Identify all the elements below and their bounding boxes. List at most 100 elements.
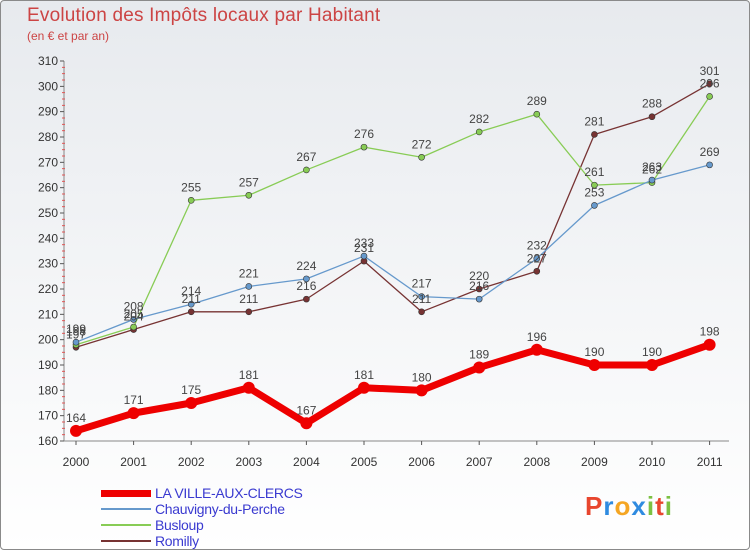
data-point — [130, 316, 137, 323]
x-tick-label: 2009 — [581, 455, 608, 469]
data-point — [303, 295, 310, 303]
data-point — [245, 191, 253, 199]
data-label: 167 — [296, 403, 316, 417]
data-point — [475, 285, 483, 293]
y-tick-label: 270 — [38, 155, 58, 169]
series-line-3 — [75, 83, 710, 348]
legend-label: Chauvigny-du-Perche — [155, 501, 285, 517]
data-label: 181 — [239, 368, 259, 382]
data-label: 190 — [642, 345, 662, 359]
data-point — [703, 338, 716, 351]
x-tick-label: 2000 — [63, 455, 90, 469]
data-point — [591, 181, 598, 189]
y-tick-label: 190 — [38, 358, 58, 372]
data-label: 288 — [642, 97, 662, 111]
data-point — [533, 267, 541, 275]
chart-subtitle: (en € et par an) — [27, 29, 110, 43]
data-label: 198 — [700, 325, 720, 339]
data-label: 257 — [239, 175, 259, 189]
data-point — [530, 343, 543, 356]
data-label: 211 — [239, 292, 258, 306]
data-point — [187, 300, 195, 308]
legend-label: Romilly — [155, 533, 199, 549]
data-label: 276 — [354, 127, 374, 141]
y-tick-label: 290 — [38, 105, 58, 119]
data-point — [646, 359, 658, 371]
data-label: 211 — [182, 292, 201, 306]
logo-letter: o — [614, 491, 632, 521]
data-point — [475, 295, 483, 303]
x-tick-label: 2001 — [120, 455, 147, 469]
legend-label: Busloup — [155, 517, 204, 533]
data-label: 224 — [296, 259, 316, 273]
data-label: 272 — [412, 137, 432, 151]
legend-swatch — [101, 489, 151, 497]
data-label: 263 — [642, 160, 662, 174]
x-tick-label: 2002 — [178, 455, 205, 469]
data-label: 196 — [527, 330, 547, 344]
series-line-0 — [74, 341, 711, 435]
y-tick-label: 180 — [38, 383, 58, 397]
data-point — [415, 384, 428, 397]
data-label: 189 — [469, 348, 489, 362]
y-tick-label: 230 — [38, 257, 58, 271]
data-point — [358, 381, 370, 394]
data-label: 296 — [700, 76, 720, 90]
x-tick-label: 2005 — [351, 455, 378, 469]
data-point — [360, 252, 368, 260]
logo-letter: i — [646, 491, 656, 521]
x-tick-label: 2008 — [523, 455, 550, 469]
data-point — [706, 80, 713, 88]
data-label: 211 — [412, 292, 431, 306]
data-label: 227 — [527, 251, 547, 265]
data-point — [533, 255, 541, 262]
data-label: 164 — [66, 411, 86, 425]
data-label: 233 — [354, 236, 374, 250]
y-tick-label: 200 — [38, 333, 58, 347]
data-point — [360, 143, 368, 151]
data-label: 262 — [642, 163, 662, 177]
data-point — [130, 323, 137, 331]
data-point — [245, 308, 253, 316]
proxiti-logo: Proxiti — [585, 491, 673, 522]
data-label: 175 — [181, 383, 201, 397]
data-label: 269 — [700, 145, 720, 159]
x-tick-label: 2007 — [466, 455, 493, 469]
data-point — [418, 293, 425, 300]
x-tick-label: 2011 — [697, 455, 723, 469]
logo-letter: r — [603, 491, 615, 521]
logo-letter: x — [631, 491, 647, 521]
y-tick-label: 310 — [38, 54, 58, 68]
y-tick-label: 170 — [38, 409, 58, 423]
y-tick-label: 160 — [38, 434, 58, 448]
data-label: 301 — [700, 64, 720, 78]
logo-letter: i — [664, 491, 673, 521]
chart-title: Evolution des Impôts locaux par Habitant — [27, 5, 381, 26]
data-label: 190 — [584, 345, 604, 359]
data-label: 199 — [66, 322, 86, 336]
y-tick-label: 220 — [38, 282, 58, 296]
data-label: 216 — [296, 279, 316, 293]
data-label: 181 — [354, 368, 374, 382]
x-tick-label: 2004 — [293, 455, 320, 469]
x-tick-label: 2003 — [235, 455, 262, 469]
data-label: 208 — [124, 299, 144, 313]
x-tick-label: 2010 — [639, 455, 666, 469]
legend-swatch — [101, 524, 151, 526]
data-point — [706, 93, 713, 100]
series-line-2 — [75, 96, 711, 346]
data-point — [127, 407, 140, 420]
data-point — [473, 361, 486, 374]
data-point — [303, 275, 310, 283]
data-label: 204 — [124, 310, 144, 324]
data-point — [187, 308, 195, 316]
series-line-1 — [75, 164, 710, 343]
data-label: 221 — [239, 266, 259, 280]
data-label: 261 — [584, 165, 604, 179]
data-point — [648, 113, 656, 121]
data-label: 255 — [181, 180, 201, 194]
legend-swatch — [101, 540, 151, 542]
data-label: 171 — [124, 393, 144, 407]
data-point — [187, 197, 195, 204]
